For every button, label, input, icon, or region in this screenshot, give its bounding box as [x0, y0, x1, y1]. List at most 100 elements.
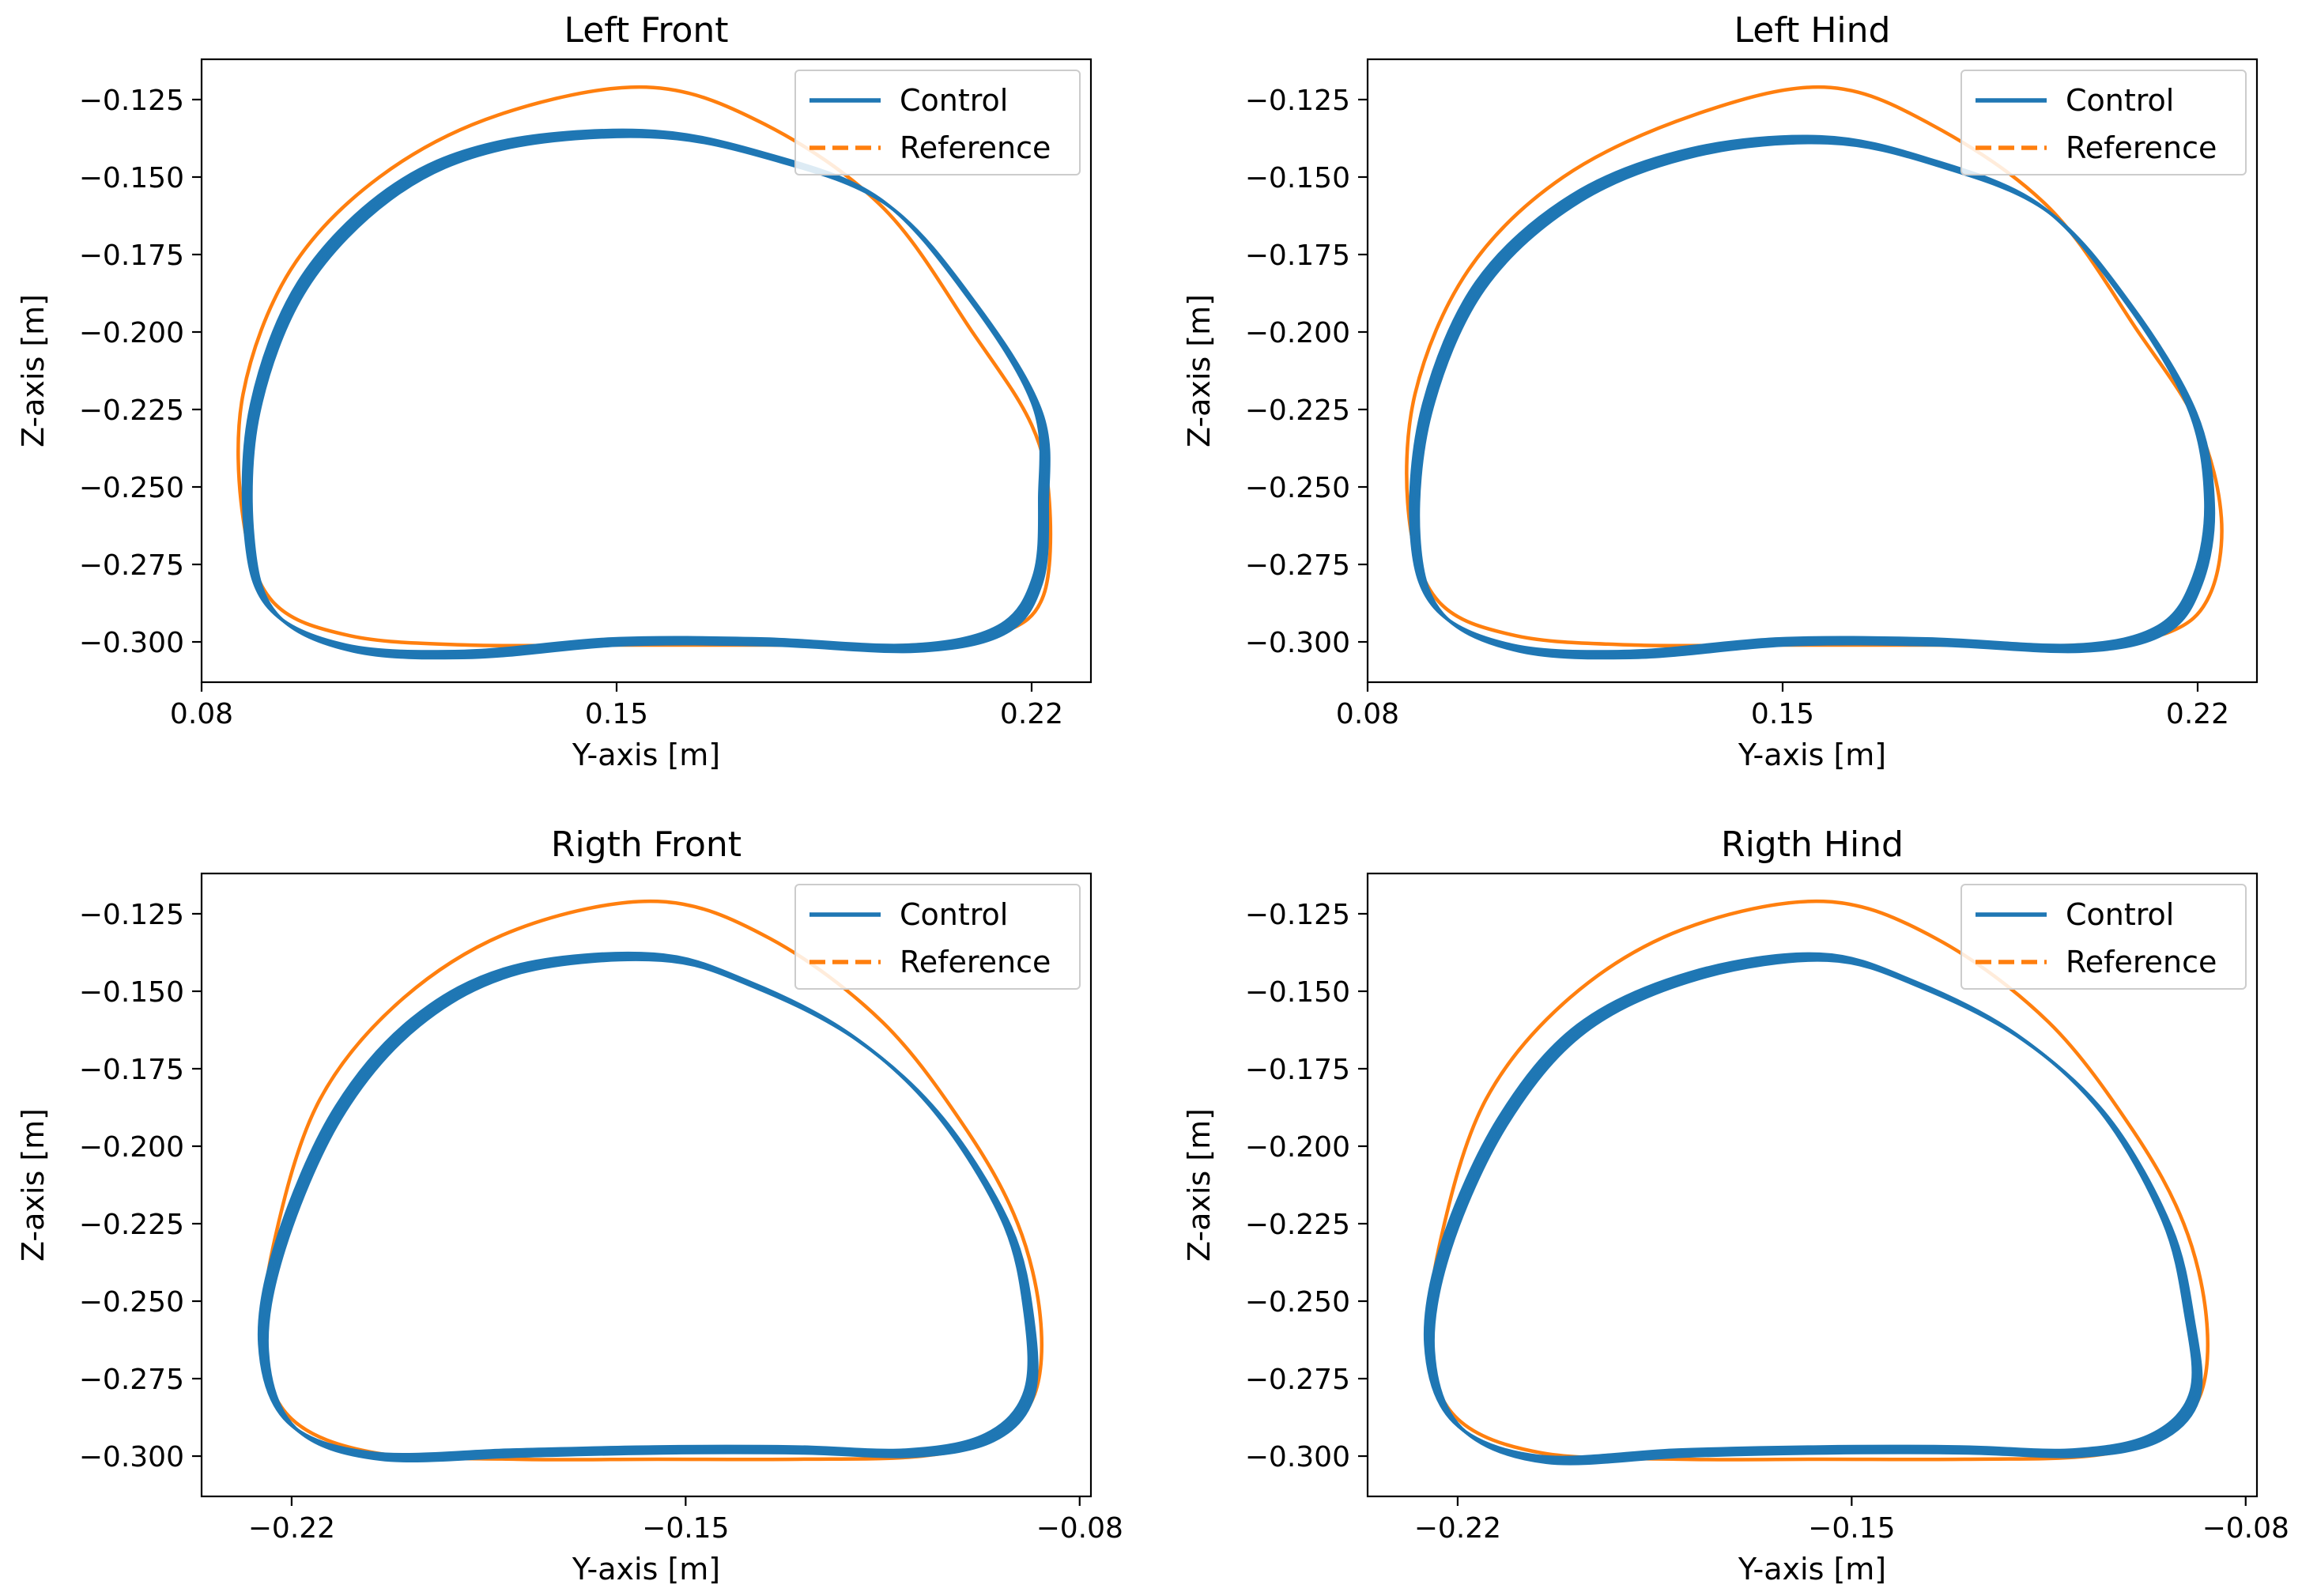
plot-frame: [1366, 58, 2259, 684]
y-tick-label: −0.150: [1245, 976, 1350, 1009]
control-trajectory-line: [263, 956, 1037, 1462]
y-tick-label: −0.250: [1245, 1286, 1350, 1319]
control-trajectory-line: [261, 954, 1035, 1460]
legend-label: Control: [900, 897, 1008, 932]
y-tick-label: −0.225: [79, 394, 184, 427]
y-tick-label: −0.150: [79, 162, 184, 194]
y-tick-label: −0.225: [79, 1209, 184, 1241]
x-tick-label: −0.15: [642, 1512, 729, 1545]
control-trajectory-line: [1410, 136, 2210, 655]
panel-title: Rigth Hind: [1721, 824, 1904, 865]
y-tick-label: −0.275: [79, 549, 184, 582]
legend-label: Control: [900, 83, 1008, 118]
plot-frame: [200, 58, 1093, 684]
x-tick-label: −0.15: [1808, 1512, 1895, 1545]
control-trajectory-line: [1409, 134, 2208, 654]
plot-area: [1405, 85, 2224, 660]
y-tick-label: −0.175: [1245, 1054, 1350, 1086]
legend-label: Reference: [2066, 130, 2217, 165]
y-tick-label: −0.300: [1245, 627, 1350, 659]
y-tick-label: −0.200: [1245, 1131, 1350, 1164]
y-tick-label: −0.150: [79, 976, 184, 1009]
legend-label: Reference: [900, 945, 1051, 979]
x-tick-label: 0.15: [1751, 698, 1814, 730]
y-tick-label: −0.275: [1245, 549, 1350, 582]
y-tick-label: −0.125: [1245, 85, 1350, 117]
y-tick-label: −0.175: [1245, 240, 1350, 272]
x-axis-label: Y-axis [m]: [572, 1552, 720, 1587]
y-tick-label: −0.125: [79, 85, 184, 117]
y-tick-label: −0.300: [79, 1441, 184, 1473]
legend-label: Control: [2066, 897, 2174, 932]
control-trajectory-line: [259, 953, 1033, 1458]
panel-title: Rigth Front: [551, 824, 742, 865]
x-tick-label: 0.22: [2166, 698, 2229, 730]
y-tick-label: −0.200: [1245, 317, 1350, 349]
reference-trajectory-line: [1427, 899, 2210, 1462]
legend-label: Control: [2066, 83, 2174, 118]
panel-rigth-hind: Rigth Hind −0.22 −0.15 −0.08 −0.125 −0.150 −0.…: [1182, 824, 2289, 1587]
y-tick-label: −0.275: [1245, 1364, 1350, 1396]
x-tick-label: −0.22: [1414, 1512, 1501, 1545]
legend-label: Reference: [2066, 945, 2217, 979]
y-tick-label: −0.275: [79, 1364, 184, 1396]
control-trajectory-line: [1417, 141, 2216, 660]
x-tick-label: 0.08: [170, 698, 233, 730]
panel-rigth-front: Rigth Front −0.22 −0.15 −0.08 −0.125 −0.150 −0…: [16, 824, 1123, 1587]
x-tick-label: −0.22: [248, 1512, 335, 1545]
control-trajectory-line: [243, 130, 1045, 655]
y-tick-label: −0.125: [1245, 899, 1350, 931]
control-trajectory-line: [241, 128, 1043, 654]
x-tick-label: −0.08: [1036, 1512, 1123, 1545]
y-tick-label: −0.225: [1245, 394, 1350, 427]
control-trajectory-line: [1431, 958, 2203, 1466]
plot-area: [257, 899, 1043, 1463]
panel-title: Left Hind: [1734, 10, 1891, 51]
y-tick-label: −0.225: [1245, 1209, 1350, 1241]
x-tick-label: 0.08: [1336, 698, 1399, 730]
legend-label: Reference: [900, 130, 1051, 165]
control-trajectory-line: [1425, 953, 2197, 1461]
plot-area: [1423, 899, 2210, 1466]
y-tick-label: −0.175: [79, 240, 184, 272]
y-tick-label: −0.175: [79, 1054, 184, 1086]
panel-left-hind: Left Hind 0.08 0.15 0.22 −0.125 −0.150 −0.175 −…: [1182, 10, 2259, 772]
x-tick-label: −0.08: [2202, 1512, 2289, 1545]
y-axis-label: Z-axis [m]: [1182, 1108, 1217, 1262]
plot-area: [236, 85, 1053, 660]
legend: Control Reference: [794, 884, 1081, 990]
y-tick-label: −0.300: [1245, 1441, 1350, 1473]
x-tick-label: 0.15: [585, 698, 648, 730]
reference-trajectory-line: [261, 899, 1043, 1462]
x-tick-label: 0.22: [1000, 698, 1063, 730]
control-trajectory-line: [1427, 955, 2199, 1462]
y-tick-label: −0.250: [1245, 472, 1350, 504]
legend: Control Reference: [794, 70, 1081, 175]
y-axis-label: Z-axis [m]: [16, 1108, 51, 1262]
control-trajectory-line: [1414, 139, 2213, 658]
plot-frame: [200, 872, 1093, 1498]
y-tick-label: −0.200: [79, 1131, 184, 1164]
control-trajectory-line: [1429, 956, 2201, 1464]
y-tick-label: −0.150: [1245, 162, 1350, 194]
control-trajectory-line: [257, 951, 1031, 1457]
plot-frame: [1366, 872, 2259, 1498]
x-axis-label: Y-axis [m]: [1738, 1552, 1886, 1587]
control-trajectory-line: [245, 131, 1047, 657]
y-tick-label: −0.300: [79, 627, 184, 659]
y-axis-label: Z-axis [m]: [16, 294, 51, 447]
legend: Control Reference: [1960, 884, 2247, 990]
control-trajectory-line: [265, 957, 1039, 1463]
legend: Control Reference: [1960, 70, 2247, 175]
x-axis-label: Y-axis [m]: [1738, 738, 1886, 772]
control-trajectory-line: [1413, 138, 2212, 657]
panel-title: Left Front: [564, 10, 728, 51]
y-tick-label: −0.125: [79, 899, 184, 931]
control-trajectory-line: [249, 134, 1051, 660]
control-trajectory-line: [247, 133, 1049, 658]
panel-left-front: Left Front 0.08 0.15 0.22 −0.125 −0.150 −0.175…: [16, 10, 1093, 772]
y-tick-label: −0.250: [79, 472, 184, 504]
x-axis-label: Y-axis [m]: [572, 738, 720, 772]
y-tick-label: −0.200: [79, 317, 184, 349]
